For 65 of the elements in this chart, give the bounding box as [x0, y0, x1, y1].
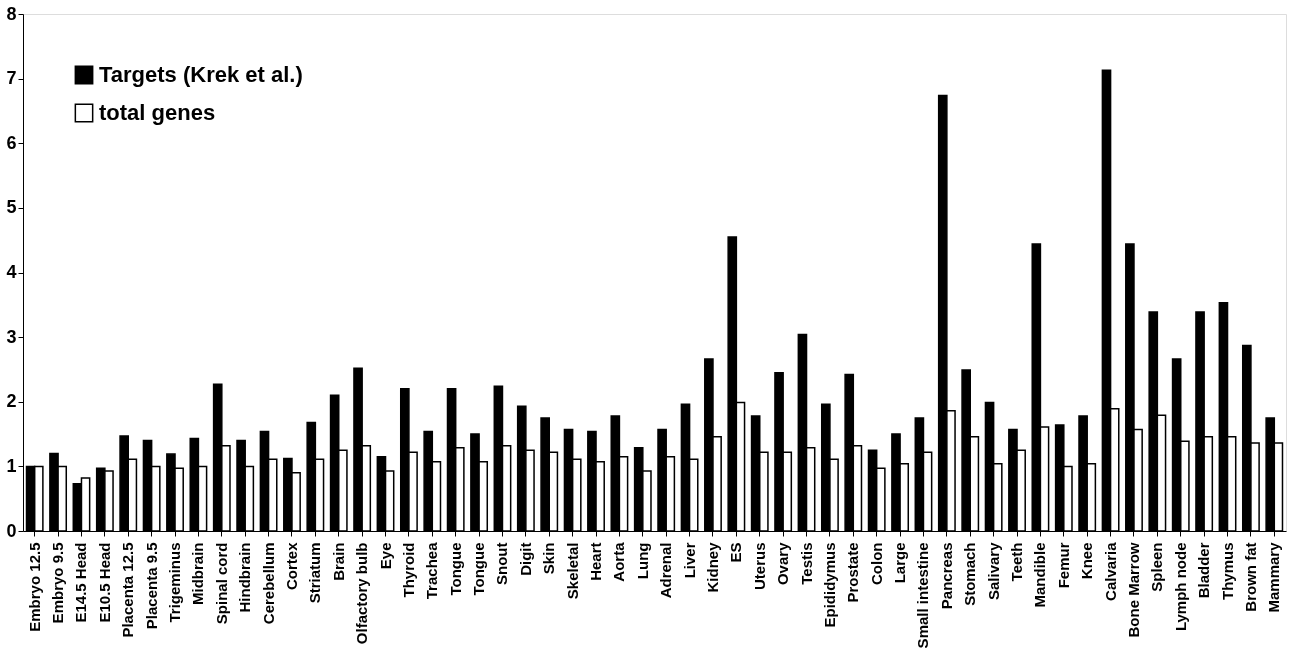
- x-tick-label: Skeletal: [563, 542, 581, 600]
- legend-label: total genes: [99, 100, 216, 125]
- x-tick-label: Embryo 12.5: [25, 542, 43, 632]
- x-tick-label: Bone Marrow: [1124, 542, 1142, 638]
- x-tick-label: E14.5 Head: [72, 542, 90, 623]
- y-tick-label: 8: [6, 3, 17, 24]
- x-tick-label: Cortex: [282, 541, 300, 591]
- x-tick-label: Mandible: [1031, 542, 1049, 608]
- x-tick-label: Epididymus: [820, 542, 838, 628]
- legend-label: Targets (Krek et al.): [99, 62, 303, 87]
- x-tick-label: Liver: [680, 542, 698, 579]
- x-tick-label: Kidney: [703, 541, 721, 593]
- x-tick-label: Brain: [329, 542, 347, 581]
- x-tick-label: Placenta 12.5: [119, 542, 137, 638]
- x-tick-label: Heart: [587, 542, 605, 581]
- x-tick-label: Testis: [797, 542, 815, 585]
- x-tick-label: Femur: [1054, 542, 1072, 589]
- x-tick-label: Calvaria: [1101, 541, 1119, 601]
- x-tick-label: Colon: [867, 542, 885, 585]
- x-tick-label: Cerebellum: [259, 542, 277, 625]
- x-tick-label: Prostate: [844, 542, 862, 603]
- y-tick-label: 2: [6, 391, 17, 412]
- x-tick-label: Teeth: [1008, 542, 1026, 582]
- x-tick-label: Salivary: [984, 541, 1002, 601]
- x-tick-label: Aorta: [610, 541, 628, 582]
- x-tick-label: Trachea: [423, 541, 441, 600]
- y-tick-label: 5: [6, 197, 17, 218]
- x-tick-label: E10.5 Head: [95, 542, 113, 623]
- x-tick-label: Hindbrain: [236, 542, 254, 613]
- x-tick-label: Snout: [493, 542, 511, 585]
- x-tick-label: Embryo 9.5: [49, 542, 67, 624]
- x-tick-label: Tongue: [446, 542, 464, 596]
- x-tick-label: Ovary: [774, 541, 792, 586]
- x-tick-label: Lung: [633, 542, 651, 580]
- y-tick-label: 3: [6, 326, 17, 347]
- y-tick-label: 7: [6, 68, 17, 89]
- x-tick-label: Pancreas: [937, 542, 955, 610]
- y-tick-label: 4: [6, 262, 17, 282]
- x-tick-label: Small intestine: [914, 542, 932, 649]
- x-tick-label: Midbrain: [189, 542, 207, 605]
- x-tick-label: Olfactory bulb: [353, 542, 371, 645]
- y-tick-label: 6: [6, 132, 17, 153]
- x-tick-label: Trigeminus: [166, 542, 184, 623]
- x-tick-label: Bladder: [1195, 542, 1213, 599]
- x-tick-label: Mammary: [1265, 541, 1283, 613]
- x-tick-label: Uterus: [750, 542, 768, 591]
- x-tick-label: Thyroid: [399, 542, 417, 598]
- x-tick-label: Striatum: [306, 542, 324, 604]
- x-tick-label: Spinal cord: [212, 542, 230, 625]
- x-tick-label: Tongue: [470, 542, 488, 596]
- x-tick-label: Lymph node: [1171, 542, 1189, 632]
- x-tick-label: Large: [891, 542, 909, 584]
- x-tick-label: Brown fat: [1241, 542, 1259, 612]
- x-tick-label: Adrenal: [657, 542, 675, 599]
- y-tick-label: 0: [6, 520, 17, 541]
- x-tick-label: Digit: [516, 542, 534, 576]
- x-tick-label: Eye: [376, 542, 394, 570]
- x-tick-label: Spleen: [1148, 542, 1166, 592]
- x-tick-label: Knee: [1078, 542, 1096, 580]
- x-tick-label: Skin: [540, 542, 558, 575]
- y-tick-label: 1: [6, 455, 17, 476]
- x-tick-label: ES: [727, 542, 745, 563]
- x-tick-label: Placenta 9.5: [142, 542, 160, 630]
- x-tick-label: Thymus: [1218, 542, 1236, 601]
- x-tick-label: Stomach: [961, 542, 979, 606]
